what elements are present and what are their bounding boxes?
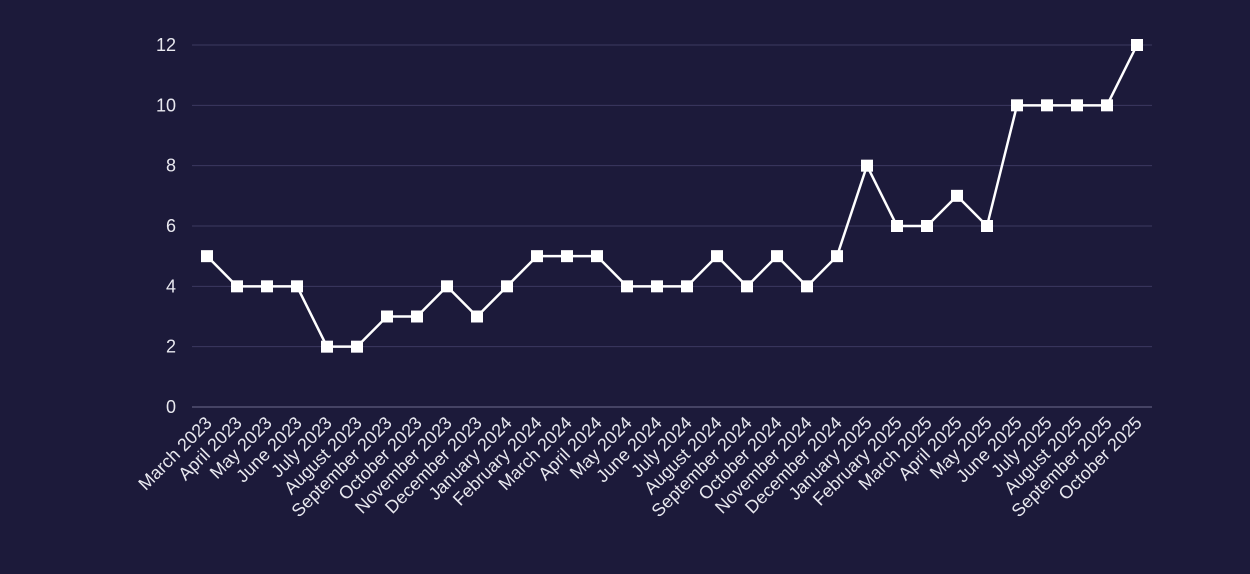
- y-tick-label: 4: [166, 276, 176, 296]
- data-point-marker: [741, 280, 753, 293]
- data-point-marker: [891, 220, 903, 232]
- data-point-marker: [1071, 99, 1083, 112]
- y-tick-label: 6: [166, 216, 176, 236]
- data-point-marker: [831, 250, 843, 263]
- data-point-marker: [441, 280, 453, 293]
- data-point-marker: [1041, 99, 1053, 112]
- data-point-marker: [561, 250, 573, 263]
- y-tick-label: 12: [156, 35, 176, 55]
- y-axis-tick-labels: 0 2 4 6 8 10 12: [156, 35, 176, 417]
- data-point-marker: [621, 280, 633, 293]
- data-point-marker: [1101, 99, 1113, 112]
- series-layer: [201, 39, 1143, 353]
- data-point-marker: [471, 310, 483, 323]
- data-point-marker: [951, 189, 963, 202]
- data-point-marker: [591, 250, 603, 263]
- data-point-marker: [351, 340, 363, 353]
- data-point-marker: [1131, 39, 1143, 51]
- data-point-marker: [861, 159, 873, 172]
- series-line: [206, 44, 1139, 348]
- data-point-marker: [771, 250, 783, 263]
- data-point-marker: [381, 310, 393, 323]
- data-point-marker: [261, 280, 273, 293]
- y-tick-label: 10: [156, 95, 176, 115]
- data-point-marker: [981, 220, 993, 232]
- y-tick-label: 2: [166, 337, 176, 357]
- data-point-marker: [321, 340, 333, 353]
- data-point-marker: [411, 310, 423, 323]
- y-tick-label: 8: [166, 156, 176, 176]
- data-point-marker: [921, 220, 933, 232]
- y-tick-label: 0: [166, 397, 176, 417]
- data-point-marker: [711, 250, 723, 263]
- data-point-marker: [801, 280, 813, 293]
- data-point-marker: [681, 280, 693, 293]
- data-point-marker: [501, 280, 513, 293]
- data-point-marker: [201, 250, 213, 263]
- data-point-marker: [231, 280, 243, 293]
- data-point-marker: [291, 280, 303, 293]
- data-point-marker: [1011, 99, 1023, 112]
- data-point-marker: [651, 280, 663, 293]
- data-point-marker: [531, 250, 543, 263]
- gridlines: [192, 44, 1152, 408]
